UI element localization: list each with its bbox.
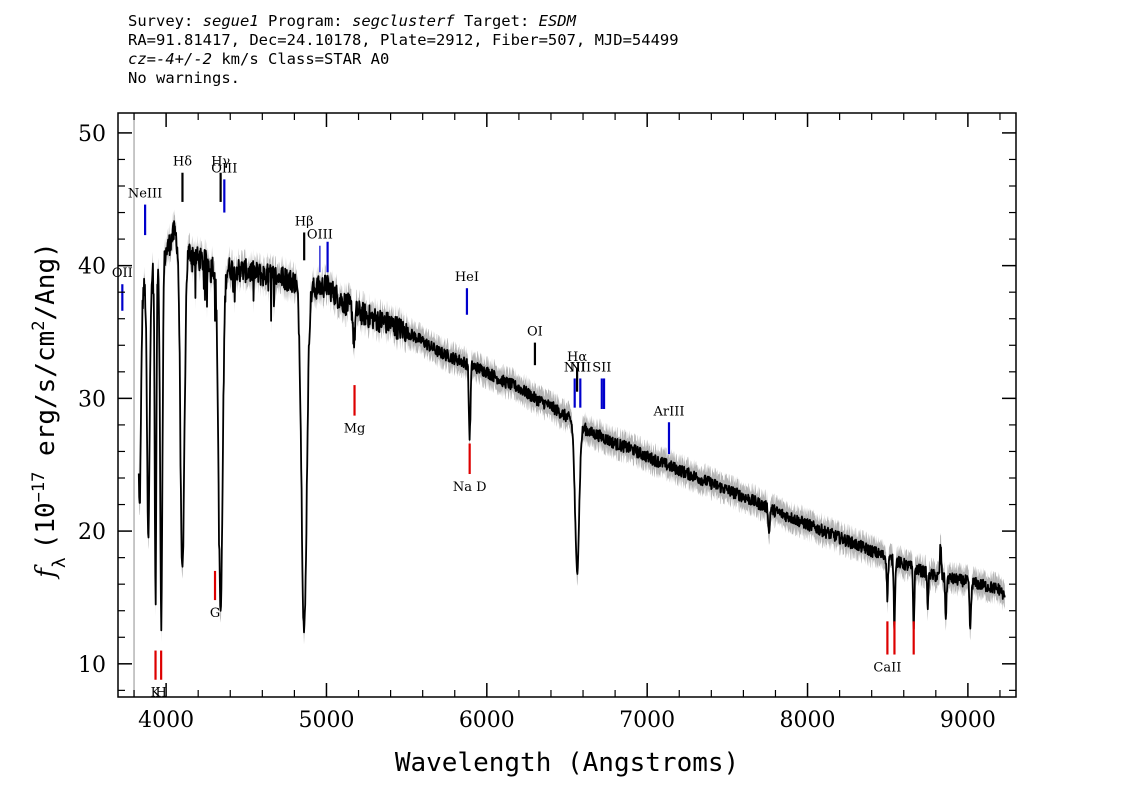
- x-tick-label: 6000: [459, 708, 515, 733]
- absorption-line-label: Na D: [453, 480, 487, 495]
- emission-line-label: ArIII: [652, 404, 684, 419]
- cz-label: cz=: [128, 50, 156, 68]
- emission-line-label: NII: [564, 360, 586, 375]
- stellar-line-label: OI: [527, 325, 543, 340]
- program-label: Program:: [258, 12, 352, 30]
- y-axis-exp: −17: [29, 472, 49, 503]
- y-tick-label: 40: [78, 255, 106, 280]
- y-axis-exp2: 2: [29, 320, 49, 330]
- x-tick-label: 9000: [940, 708, 996, 733]
- x-tick-label: 5000: [298, 708, 354, 733]
- x-tick-label: 4000: [138, 708, 194, 733]
- y-tick-label: 30: [78, 387, 106, 412]
- spectrum-line: [137, 220, 1006, 634]
- emission-line-label: NeIII: [128, 187, 162, 202]
- stellar-line-label: Hβ: [295, 214, 314, 229]
- cz-value: -4+/-2: [156, 50, 212, 68]
- stellar-line-label: Hγ: [211, 155, 230, 170]
- y-tick-label: 20: [78, 520, 106, 545]
- spectrum-layer: [137, 220, 1006, 634]
- x-tick-label: 7000: [619, 708, 675, 733]
- y-tick-label: 50: [78, 122, 106, 147]
- emission-line-label: HeI: [455, 270, 479, 285]
- header-line-warnings: No warnings.: [128, 69, 240, 87]
- absorption-line-label: G: [210, 606, 220, 621]
- emission-line-label: OIII: [307, 228, 333, 243]
- y-axis-mid: erg/s/cm: [31, 331, 61, 472]
- emission-line-label: OII: [112, 266, 133, 281]
- program-value: segclusterf: [351, 12, 455, 30]
- plot-frame: [117, 112, 1017, 698]
- y-axis-post: /Ang): [31, 242, 61, 320]
- stellar-line-label: Hδ: [173, 155, 192, 170]
- emission-line-label: OIII: [211, 161, 237, 176]
- axes-layer: 4000 5000 6000 7000 8000 9000 10 20 30 40 50: [78, 113, 1016, 733]
- emission-line-label: NII: [569, 360, 591, 375]
- absorption-line-label: K: [151, 686, 161, 701]
- y-tick-label: 10: [78, 653, 106, 678]
- absorption-line-label: Mg: [344, 422, 366, 437]
- absorption-line-label: H: [155, 686, 166, 701]
- cz-class: km/s Class=STAR A0: [212, 50, 390, 68]
- target-label: Target:: [454, 12, 539, 30]
- header-line-survey: Survey: segue1 Program: segclusterf Targ…: [128, 12, 679, 31]
- survey-label: Survey:: [128, 12, 203, 30]
- y-axis-pre: (10: [31, 502, 61, 549]
- x-tick-label: 8000: [780, 708, 836, 733]
- emission-line-label: SII: [592, 360, 611, 375]
- error-band-layer: [133, 113, 1005, 697]
- absorption-line-label: CaII: [873, 661, 901, 676]
- y-axis-sub: λ: [49, 557, 70, 568]
- x-axis-title: Wavelength (Angstroms): [395, 748, 739, 778]
- y-axis-title: fλ(10−17 erg/s/cm2/Ang): [29, 242, 70, 580]
- spectrum-header: Survey: segue1 Program: segclusterf Targ…: [128, 12, 679, 88]
- header-line-coordinates: RA=91.81417, Dec=24.10178, Plate=2912, F…: [128, 31, 679, 49]
- stellar-line-label: Hα: [567, 350, 587, 365]
- target-value: ESDM: [538, 12, 576, 30]
- header-line-redshift: cz=-4+/-2 km/s Class=STAR A0: [128, 50, 679, 69]
- survey-value: segue1: [202, 12, 259, 30]
